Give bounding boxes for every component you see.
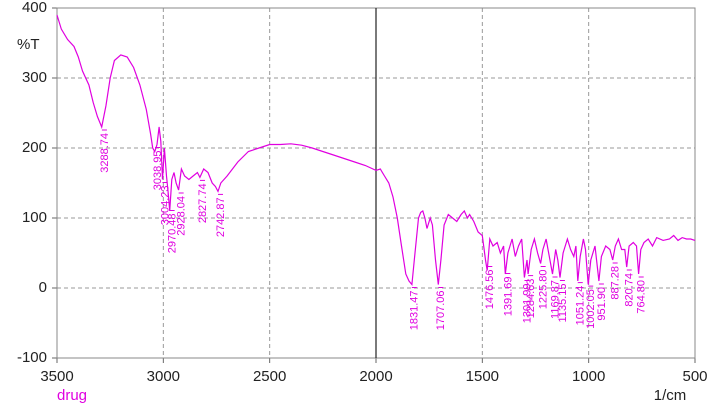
peak-label: 2827.74 bbox=[197, 183, 209, 223]
y-tick-label: 400 bbox=[22, 0, 47, 16]
y-tick-label: 200 bbox=[22, 139, 47, 156]
peak-label: 3004.23 bbox=[159, 186, 171, 226]
peak-label: 1831.47 bbox=[409, 291, 421, 331]
x-tick-label: 1000 bbox=[572, 368, 605, 385]
peak-label: 951.90 bbox=[596, 287, 608, 321]
peak-label: 887.28 bbox=[610, 266, 622, 300]
y-tick-label: -100 bbox=[17, 349, 47, 366]
spectrum-line bbox=[56, 14, 696, 286]
x-tick-label: 3000 bbox=[147, 368, 180, 385]
peak-label: 820.74 bbox=[624, 273, 636, 307]
peak-label: 2970.48 bbox=[167, 214, 179, 254]
peak-label: 764.80 bbox=[636, 280, 648, 314]
peak-label: 1135.15 bbox=[557, 284, 569, 323]
y-tick-label: 100 bbox=[22, 209, 47, 226]
x-tick-label: 3500 bbox=[40, 368, 73, 385]
peak-label: 1225.80 bbox=[538, 270, 550, 310]
peak-label: 1002.05 bbox=[585, 289, 597, 329]
y-tick-label: 300 bbox=[22, 69, 47, 86]
x-tick-label: 2000 bbox=[359, 368, 392, 385]
x-tick-label: 500 bbox=[682, 368, 707, 385]
peak-label: 1169.87 bbox=[549, 280, 561, 319]
legend-entry: drug bbox=[57, 387, 87, 404]
peak-label: 1391.69 bbox=[502, 277, 514, 317]
peak-label: 2928.04 bbox=[176, 196, 188, 236]
y-tick-label: 0 bbox=[39, 279, 47, 296]
x-tick-label: 1500 bbox=[466, 368, 499, 385]
peak-label: 1051.24 bbox=[575, 286, 587, 326]
peak-label: 1707.06 bbox=[435, 291, 447, 331]
peak-label: 1301.99 bbox=[521, 284, 533, 324]
peak-label: 1476.56 bbox=[484, 270, 496, 310]
peak-label: 3038.95 bbox=[152, 151, 164, 191]
peak-label: 3288.74 bbox=[99, 133, 111, 173]
y-axis-label: %T bbox=[17, 36, 40, 53]
peak-label: 2742.87 bbox=[215, 197, 227, 237]
x-tick-label: 2500 bbox=[253, 368, 286, 385]
peak-label: 1284.63 bbox=[525, 279, 537, 319]
x-axis-label: 1/cm bbox=[654, 387, 687, 404]
